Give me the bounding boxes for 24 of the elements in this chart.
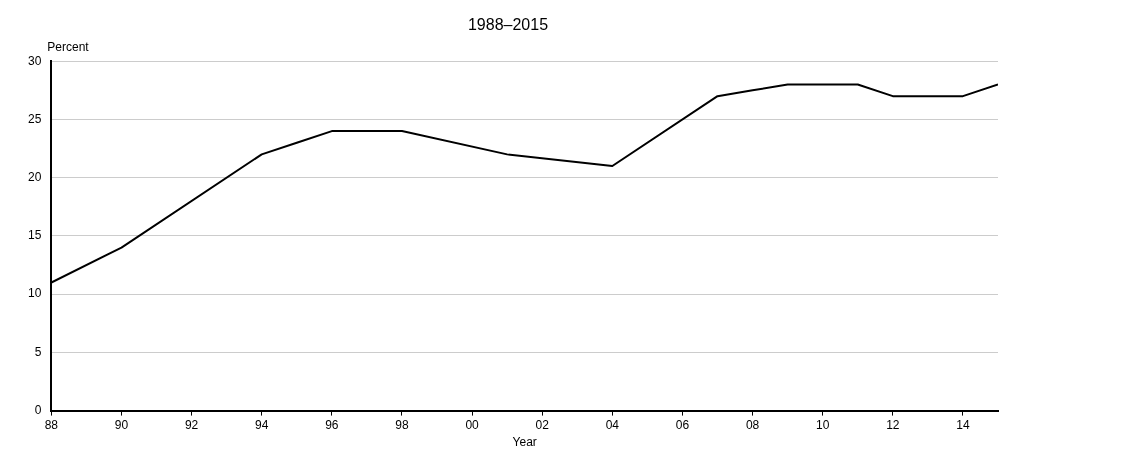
x-tick-label: 00 <box>465 418 480 433</box>
x-tick-label: 08 <box>745 418 760 433</box>
y-axis-title: Percent <box>47 39 90 54</box>
x-tick-label: 96 <box>325 418 339 433</box>
y-tick-label: 15 <box>27 228 42 243</box>
x-tick-label: 88 <box>44 418 59 433</box>
y-tick-label: 0 <box>34 402 42 417</box>
x-tick-label: 94 <box>255 418 269 433</box>
x-tick-label: 12 <box>886 418 900 433</box>
x-axis-title: Year <box>512 434 537 449</box>
x-tick-label: 14 <box>956 418 970 433</box>
chart-title: 1988–2015 <box>467 16 549 34</box>
y-tick-label: 5 <box>34 344 42 359</box>
x-tick-label: 10 <box>816 418 830 433</box>
y-tick-label: 10 <box>27 286 42 301</box>
y-tick-label: 25 <box>27 111 42 126</box>
x-tick-label: 02 <box>535 418 550 433</box>
x-tick-label: 04 <box>605 418 620 433</box>
x-tick-label: 92 <box>184 418 199 433</box>
x-tick-label: 90 <box>114 418 129 433</box>
x-tick-label: 06 <box>675 418 690 433</box>
y-tick-label: 20 <box>27 169 42 184</box>
y-tick-label: 30 <box>27 53 42 68</box>
x-tick-label: 98 <box>395 418 409 433</box>
